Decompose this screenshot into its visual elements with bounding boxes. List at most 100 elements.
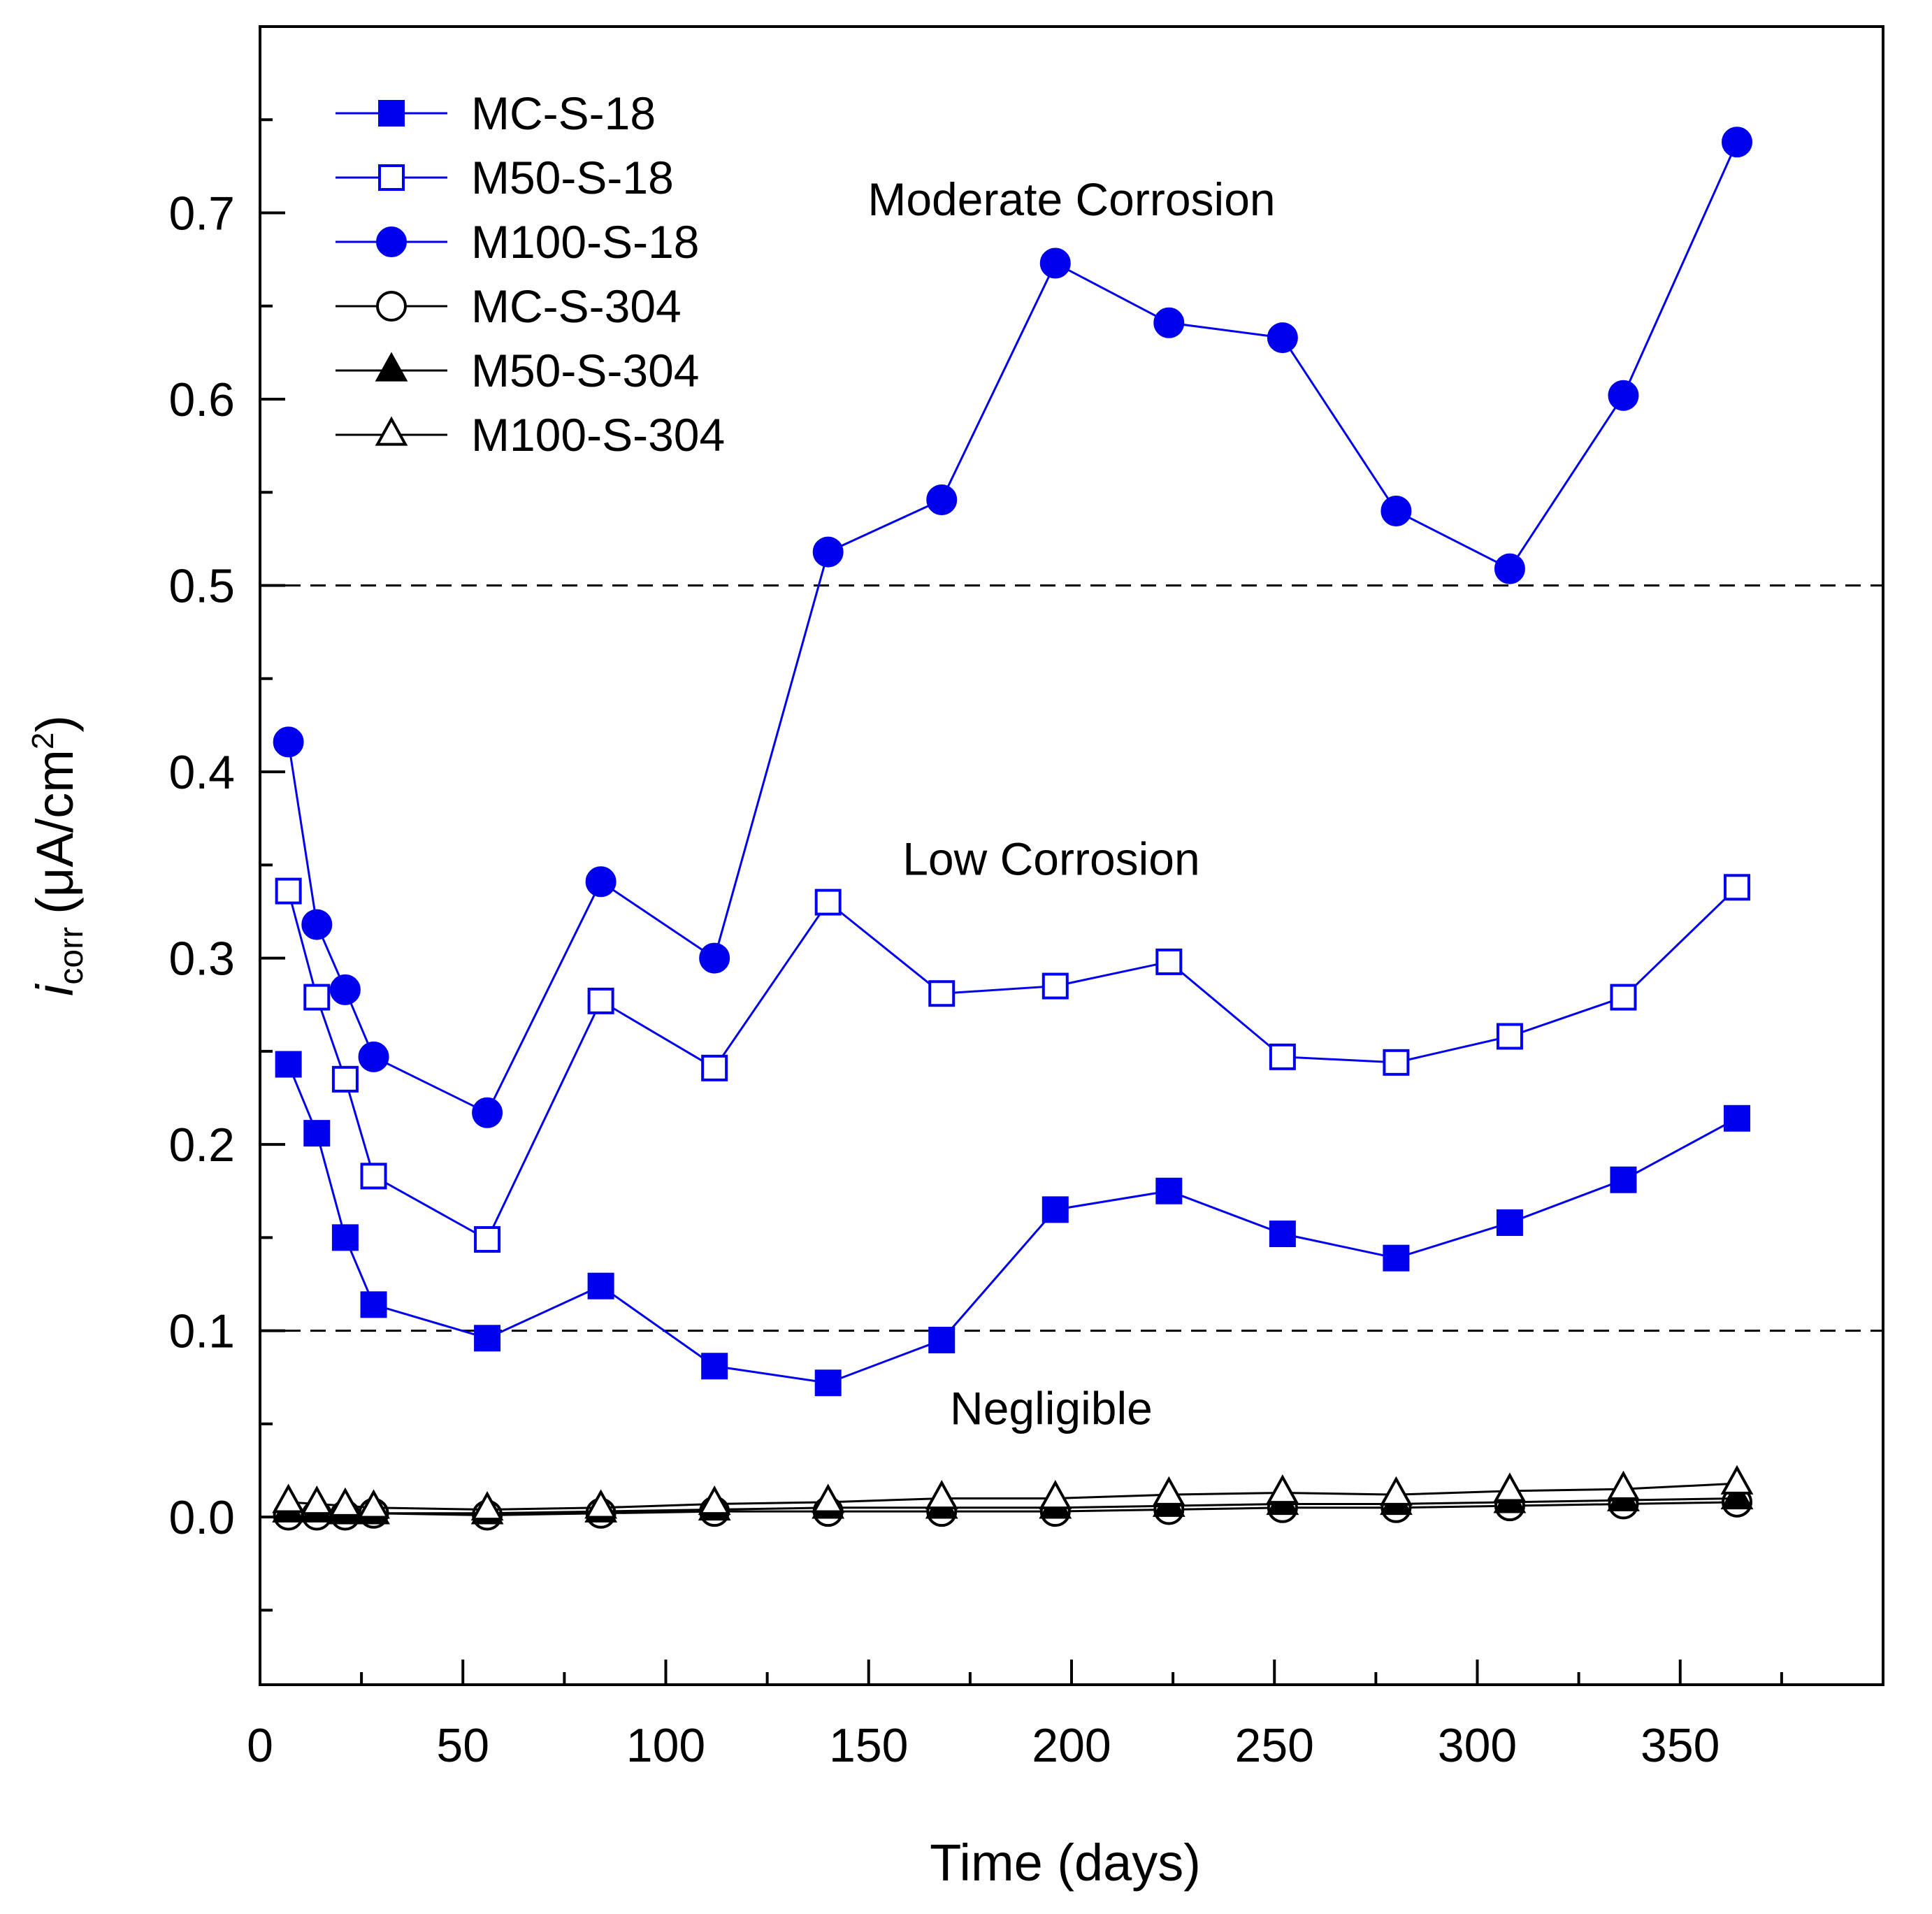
data-point-m100-s-18 [1039,247,1071,279]
x-tick-label: 300 [1438,1719,1517,1772]
legend-label-m50-s-18: M50-S-18 [471,152,674,203]
x-tick-label: 50 [436,1719,489,1772]
data-point-m50-s-18 [587,987,614,1014]
data-point-mc-s-18 [1383,1244,1410,1272]
series-m50-s-18 [275,874,1751,1253]
data-point-m100-s-18 [329,974,361,1005]
reference-lines [260,584,1883,1332]
y-axis-title-sub: corr [53,927,90,985]
data-point-m100-s-304 [300,1485,333,1516]
data-point-mc-s-18 [1496,1209,1523,1237]
data-point-m100-s-18 [926,484,958,515]
data-point-m50-s-18 [1041,972,1069,1000]
legend-item-m100-s-18: M100-S-18 [336,216,700,268]
series-line-m100-s-18 [287,141,1738,1114]
data-point-mc-s-18 [1041,1196,1069,1223]
data-point-m50-s-18 [701,1054,728,1081]
data-point-m100-s-18 [472,1097,503,1128]
series-m100-s-304 [272,1465,1754,1521]
data-point-m50-s-18 [331,1065,359,1093]
data-point-mc-s-18 [360,1291,387,1318]
x-tick-label: 100 [626,1719,705,1772]
legend-label-m50-s-304: M50-S-304 [471,345,700,396]
legend-item-mc-s-18: MC-S-18 [336,87,656,139]
data-point-m50-s-18 [1496,1023,1523,1050]
data-point-m50-s-18 [928,980,956,1007]
series-mc-s-18 [275,1051,1751,1397]
data-point-m100-s-304 [584,1489,618,1519]
data-point-mc-s-18 [1724,1104,1751,1132]
legend-label-mc-s-18: MC-S-18 [471,87,656,139]
legend-label-m100-s-304: M100-S-304 [471,409,725,461]
data-point-m50-s-18 [814,888,842,916]
x-axis-title: Time (days) [930,1834,1201,1892]
data-point-mc-s-18 [587,1272,614,1300]
data-point-mc-s-18 [1269,1221,1296,1248]
data-point-m100-s-18 [1608,380,1639,411]
data-point-m100-s-18 [1380,495,1412,526]
data-point-m100-s-304 [1493,1472,1527,1502]
data-point-mc-s-18 [814,1369,842,1397]
series-line-m50-s-18 [287,886,1738,1242]
data-point-mc-s-18 [701,1353,728,1380]
data-point-m100-s-304 [1266,1474,1299,1504]
series-line-mc-s-18 [287,1063,1738,1384]
data-point-m50-s-18 [1610,984,1637,1011]
data-point-mc-s-18 [928,1326,956,1353]
y-axis-title-unit: (μA/cm [26,749,84,914]
data-point-m50-s-18 [1269,1043,1296,1070]
y-tick-label: 0.5 [168,560,235,613]
legend-marker-mc-s-18 [378,100,405,127]
legend-item-m50-s-18: M50-S-18 [336,152,674,203]
y-tick-label: 0.4 [168,746,235,799]
data-point-mc-s-18 [474,1325,501,1352]
data-point-m100-s-304 [1380,1476,1413,1506]
x-tick-label: 150 [829,1719,908,1772]
data-point-mc-s-18 [331,1224,359,1251]
data-point-m100-s-18 [301,909,333,940]
annotation-negligible: Negligible [950,1383,1153,1434]
data-point-m100-s-304 [329,1487,362,1517]
data-point-mc-s-18 [303,1120,331,1147]
y-tick-label: 0.3 [168,933,235,986]
data-point-m100-s-304 [698,1485,731,1516]
y-axis-title-main: i [26,983,84,996]
data-point-m50-s-18 [1383,1049,1410,1076]
data-point-m100-s-304 [1152,1476,1185,1506]
data-point-m100-s-18 [1494,553,1525,584]
y-axis-title: icorr (μA/cm2) [26,715,90,996]
data-point-m100-s-18 [1267,322,1298,354]
y-axis-title-close: ) [26,715,84,733]
legend-item-m50-s-304: M50-S-304 [336,345,700,396]
series-m100-s-18 [273,127,1753,1128]
data-point-m100-s-18 [358,1041,389,1072]
annotations: Moderate Corrosion Low Corrosion Negligibl… [867,173,1275,1434]
legend-label-m100-s-18: M100-S-18 [471,216,700,268]
data-point-m100-s-18 [699,942,730,974]
data-point-m100-s-304 [925,1480,958,1510]
data-point-m100-s-304 [357,1489,390,1519]
series-line-m100-s-304 [288,1482,1738,1511]
data-point-m50-s-18 [474,1226,501,1253]
y-tick-label: 0.7 [168,187,235,240]
legend-item-m100-s-304: M100-S-304 [336,409,725,461]
data-point-m100-s-18 [1722,127,1753,158]
data-point-m50-s-18 [1724,874,1751,901]
data-point-m50-s-18 [275,877,302,905]
data-point-m100-s-18 [1153,307,1185,338]
data-point-mc-s-18 [275,1051,302,1078]
legend-label-mc-s-304: MC-S-304 [471,280,682,332]
data-point-m100-s-304 [272,1483,305,1513]
data-point-m100-s-18 [273,726,304,758]
data-point-m50-s-18 [360,1163,387,1190]
y-axis-title-sup: 2 [26,733,60,749]
x-tick-label: 0 [247,1719,273,1772]
y-tick-label: 0.6 [168,373,235,426]
y-tick-label: 0.0 [168,1491,235,1544]
data-point-mc-s-18 [1155,1177,1183,1204]
data-series [272,127,1754,1531]
legend-marker-mc-s-304 [376,291,407,322]
data-point-m100-s-304 [1720,1465,1754,1495]
data-point-m100-s-304 [1607,1470,1640,1500]
data-point-m100-s-18 [812,536,844,568]
